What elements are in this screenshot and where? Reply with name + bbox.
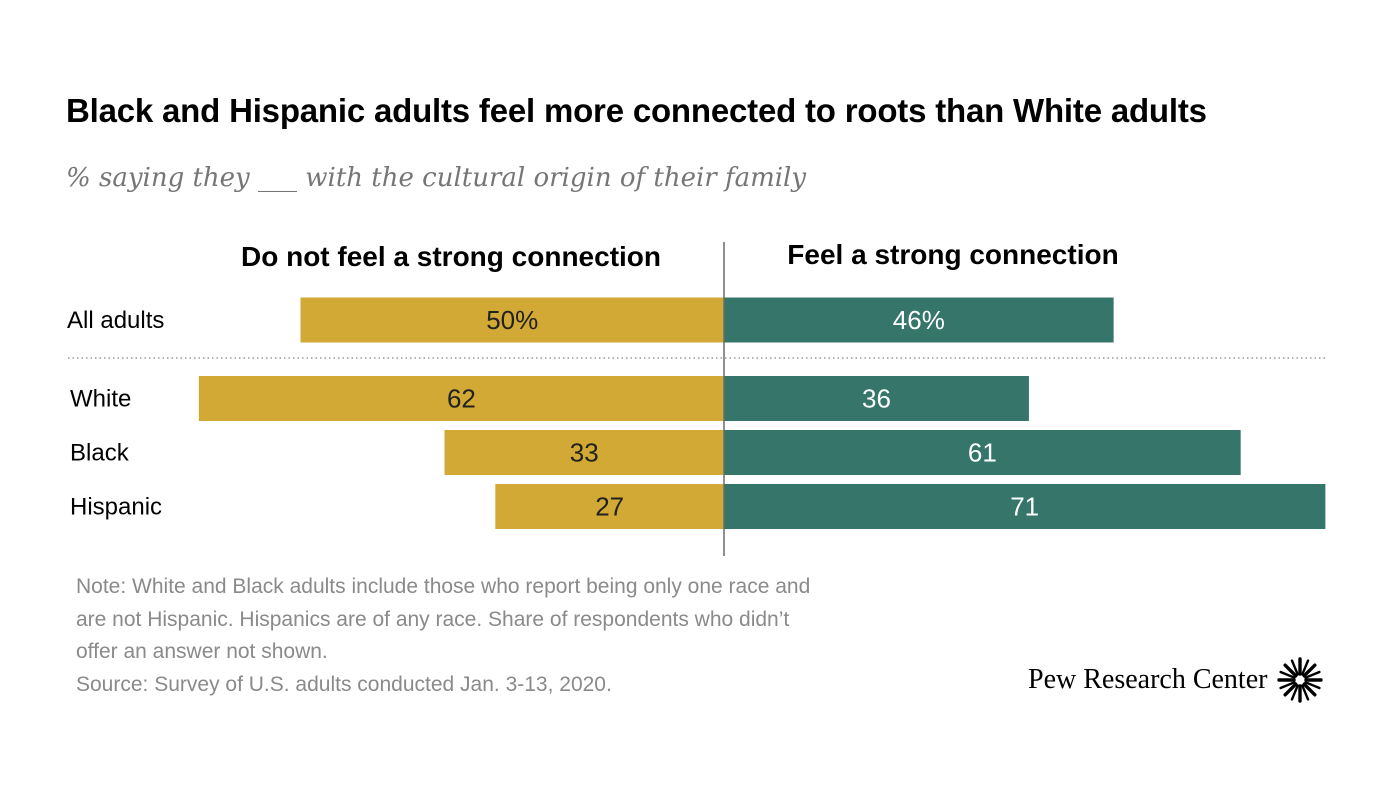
value-label-not-connected: 27 bbox=[595, 492, 624, 522]
legend-header-connected: Feel a strong connection bbox=[787, 239, 1118, 270]
bar-connected bbox=[724, 430, 1241, 475]
note-line-1: Note: White and Black adults include tho… bbox=[76, 575, 811, 598]
diverging-bar-chart: Do not feel a strong connection Feel a st… bbox=[67, 239, 1328, 556]
brand-mark: Pew Research Center bbox=[1028, 657, 1324, 703]
sunburst-ray bbox=[1301, 684, 1310, 701]
bar-not-connected bbox=[444, 430, 724, 475]
sunburst-ray bbox=[1279, 670, 1297, 679]
category-label: Hispanic bbox=[70, 494, 162, 521]
source-line: Source: Survey of U.S. adults conducted … bbox=[76, 672, 612, 696]
chart-notes: Note: White and Black adults include tho… bbox=[76, 571, 976, 701]
bar-connected bbox=[724, 376, 1029, 421]
bar-connected bbox=[724, 484, 1326, 529]
bar-not-connected bbox=[495, 484, 724, 529]
category-label: Black bbox=[70, 440, 130, 467]
value-label-not-connected: 33 bbox=[570, 438, 599, 468]
value-label-not-connected: 62 bbox=[447, 384, 476, 414]
bar-not-connected bbox=[300, 297, 724, 343]
chart-title: Black and Hispanic adults feel more conn… bbox=[66, 92, 1207, 129]
sunburst-ray bbox=[1303, 682, 1318, 697]
sunburst-ray bbox=[1304, 670, 1322, 679]
value-label-connected: 36 bbox=[862, 384, 891, 414]
value-label-connected: 46% bbox=[893, 305, 945, 335]
sunburst-ray bbox=[1291, 684, 1300, 701]
pew-sunburst-icon bbox=[1277, 657, 1324, 703]
legend-header-not-connected: Do not feel a strong connection bbox=[241, 241, 661, 272]
bar-connected bbox=[724, 297, 1114, 343]
chart-subtitle: % saying they ___ with the cultural orig… bbox=[66, 163, 807, 193]
sunburst-ray bbox=[1291, 659, 1300, 676]
value-label-connected: 71 bbox=[1010, 492, 1039, 522]
sunburst-ray bbox=[1304, 681, 1322, 690]
sunburst-ray bbox=[1303, 663, 1318, 678]
note-line-2: are not Hispanic. Hispanics are of any r… bbox=[76, 607, 790, 631]
sunburst-ray bbox=[1301, 659, 1310, 676]
sunburst-ray bbox=[1279, 681, 1297, 690]
brand-name: Pew Research Center bbox=[1028, 664, 1268, 695]
value-label-connected: 61 bbox=[968, 438, 997, 468]
note-line-3: offer an answer not shown. bbox=[76, 640, 328, 663]
bar-not-connected bbox=[198, 376, 725, 421]
category-label: All adults bbox=[67, 307, 164, 334]
sunburst-ray bbox=[1283, 682, 1298, 697]
category-label: White bbox=[70, 386, 131, 413]
value-label-not-connected: 50% bbox=[486, 305, 538, 335]
sunburst-ray bbox=[1283, 663, 1298, 678]
